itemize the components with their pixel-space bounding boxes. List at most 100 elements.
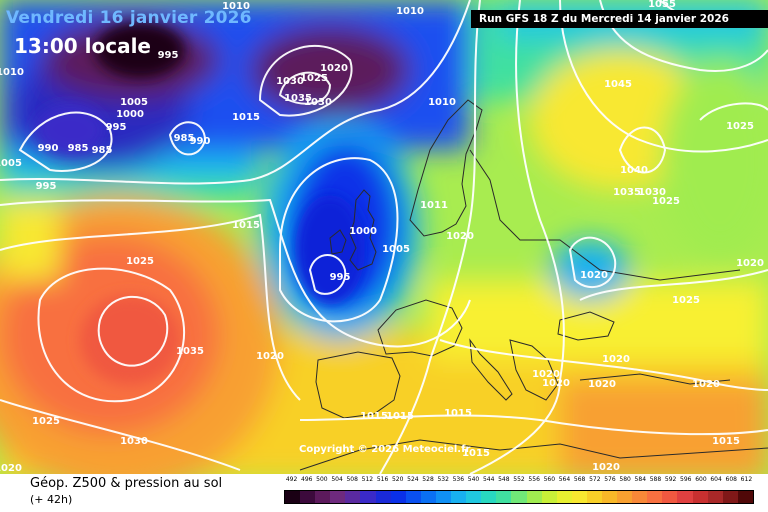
pressure-label: 1035 xyxy=(176,346,204,357)
scale-value: 580 xyxy=(619,476,631,483)
pressure-label: 1025 xyxy=(32,416,60,427)
scale-swatch xyxy=(285,491,301,503)
pressure-label: 1055 xyxy=(648,0,676,10)
scale-value: 520 xyxy=(391,476,404,483)
pressure-label: 1010 xyxy=(396,6,424,17)
scale-value: 536 xyxy=(452,476,465,483)
scale-value: 600 xyxy=(695,476,707,483)
scale-value: 572 xyxy=(589,476,601,483)
scale-swatch xyxy=(737,491,753,503)
scale-value: 604 xyxy=(710,476,722,483)
isobars xyxy=(0,0,768,474)
scale-value: 612 xyxy=(740,476,753,483)
scale-swatch xyxy=(496,491,512,503)
scale-value: 532 xyxy=(437,476,449,483)
pressure-label: 1020 xyxy=(592,462,620,473)
pressure-label: 1010 xyxy=(428,97,456,108)
scale-swatch xyxy=(481,491,497,503)
pressure-label: 1020 xyxy=(0,463,22,474)
pressure-label: 995 xyxy=(36,181,57,192)
pressure-label: 1005 xyxy=(382,244,410,255)
pressure-label: 1025 xyxy=(126,256,154,267)
scale-value: 560 xyxy=(543,476,556,483)
scale-swatch xyxy=(451,491,467,503)
scale-swatch xyxy=(722,491,738,503)
pressure-label: 995 xyxy=(330,272,351,283)
scale-value: 576 xyxy=(604,476,616,483)
scale-value: 592 xyxy=(664,476,677,483)
pressure-label: 1030 xyxy=(276,76,304,87)
scale-swatch xyxy=(571,491,587,503)
scale-swatch xyxy=(435,491,452,503)
pressure-label: 995 xyxy=(106,122,127,133)
scale-swatch xyxy=(315,491,331,503)
scale-value: 496 xyxy=(301,476,313,483)
scale-value: 548 xyxy=(498,476,510,483)
scale-swatch xyxy=(345,491,361,503)
copyright-notice: Copyright © 2026 Meteociel.fr xyxy=(299,444,471,455)
scale-value: 524 xyxy=(407,476,419,483)
scale-swatch xyxy=(511,491,527,503)
scale-swatch xyxy=(330,491,346,503)
pressure-label: 1025 xyxy=(672,295,700,306)
pressure-label: 985 xyxy=(68,143,89,154)
pressure-label: 1000 xyxy=(349,226,377,237)
scale-swatch xyxy=(420,491,436,503)
scale-value: 584 xyxy=(634,476,647,483)
pressure-label: 1020 xyxy=(692,379,720,390)
scale-swatch xyxy=(617,491,633,503)
pressure-label: 1010 xyxy=(222,1,250,12)
pressure-label: 1025 xyxy=(726,121,754,132)
scale-swatch xyxy=(466,491,482,503)
pressure-label: 1000 xyxy=(116,109,144,120)
run-info-bar: Run GFS 18 Z du Mercredi 14 janvier 2026 xyxy=(471,10,768,28)
scale-swatch xyxy=(526,491,542,503)
pressure-label: 1025 xyxy=(652,196,680,207)
pressure-label: 1015 xyxy=(462,448,490,459)
pressure-label: 1015 xyxy=(232,112,260,123)
scale-value: 568 xyxy=(573,476,586,483)
pressure-label: 1020 xyxy=(542,378,570,389)
pressure-label: 1011 xyxy=(420,200,448,211)
scale-swatch xyxy=(601,491,618,503)
pressure-label: 1015 xyxy=(712,436,740,447)
pressure-label: 1045 xyxy=(604,79,632,90)
pressure-label: 1020 xyxy=(736,258,764,269)
pressure-label: 1020 xyxy=(446,231,474,242)
pressure-label: 1020 xyxy=(256,351,284,362)
pressure-label: 1020 xyxy=(320,63,348,74)
scale-value: 492 xyxy=(285,476,298,483)
color-scale-bar xyxy=(284,490,754,504)
chart-title: Géop. Z500 & pression au sol xyxy=(30,476,223,491)
scale-value: 500 xyxy=(316,476,328,483)
pressure-label: 1005 xyxy=(120,97,148,108)
pressure-label: 985 xyxy=(92,145,113,156)
pressure-label: 995 xyxy=(158,50,179,61)
scale-value: 528 xyxy=(422,476,434,483)
pressure-label: 1015 xyxy=(360,411,388,422)
scale-swatch xyxy=(556,491,572,503)
pressure-label: 1020 xyxy=(532,369,560,380)
scale-swatch xyxy=(632,491,648,503)
pressure-label: 1025 xyxy=(300,73,328,84)
scale-swatch xyxy=(541,491,557,503)
color-scale-labels: 492 496 500 504 508 512 516 520 524 528 532 536 540 5… xyxy=(284,476,754,488)
scale-value: 596 xyxy=(680,476,692,483)
forecast-date: Vendredi 16 janvier 2026 xyxy=(6,8,252,28)
scale-swatch xyxy=(677,491,693,503)
scale-value: 540 xyxy=(467,476,480,483)
pressure-label: 1030 xyxy=(304,97,332,108)
scale-value: 516 xyxy=(376,476,389,483)
pressure-label: 990 xyxy=(38,143,59,154)
scale-value: 556 xyxy=(528,476,540,483)
pressure-label: 1020 xyxy=(602,354,630,365)
pressure-label: 1015 xyxy=(386,411,414,422)
scale-swatch xyxy=(390,491,406,503)
pressure-label: 1035 xyxy=(613,187,641,198)
scale-swatch xyxy=(300,491,316,503)
pressure-label: 1040 xyxy=(620,165,648,176)
scale-swatch xyxy=(692,491,708,503)
scale-value: 504 xyxy=(331,476,343,483)
scale-value: 608 xyxy=(725,476,737,483)
